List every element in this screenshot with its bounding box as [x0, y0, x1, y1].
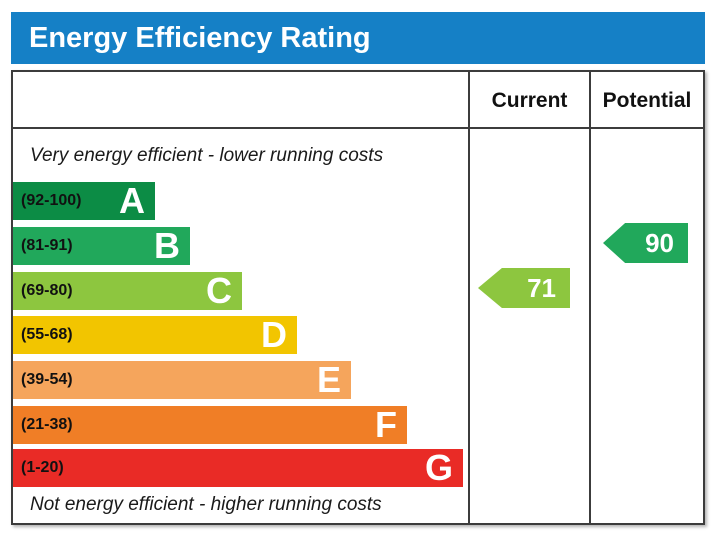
page-title: Energy Efficiency Rating	[29, 21, 371, 54]
band-b: (81-91) B	[13, 227, 190, 265]
potential-rating-left-arrow-icon: 90	[603, 223, 688, 263]
band-e: (39-54) E	[13, 361, 351, 399]
band-e-letter: E	[316, 359, 341, 400]
band-f-range: (21-38)	[21, 416, 73, 433]
band-a-letter: A	[119, 180, 145, 221]
rating-table: Current Potential Very energy efficient …	[11, 70, 705, 525]
table-header-row: Current Potential	[13, 72, 703, 129]
column-header-current: Current	[491, 88, 568, 112]
band-d-range: (55-68)	[21, 326, 73, 343]
band-f: (21-38) F	[13, 406, 407, 444]
current-rating-value: 71	[527, 272, 556, 303]
band-f-letter: F	[375, 404, 397, 445]
band-a: (92-100) A	[13, 182, 155, 220]
current-rating-left-arrow-icon: 71	[478, 268, 570, 308]
band-e-range: (39-54)	[21, 371, 73, 388]
band-c: (69-80) C	[13, 272, 242, 310]
potential-rating-value: 90	[645, 227, 674, 258]
band-d-letter: D	[261, 314, 287, 355]
column-header-potential: Potential	[602, 88, 692, 112]
band-g-range: (1-20)	[21, 459, 64, 476]
bottom-note: Not energy efficient - higher running co…	[30, 494, 382, 515]
band-c-letter: C	[206, 270, 232, 311]
column-divider-potential	[589, 72, 591, 523]
band-g: (1-20) G	[13, 449, 463, 487]
column-divider-current	[468, 72, 470, 523]
band-b-letter: B	[154, 225, 180, 266]
band-d: (55-68) D	[13, 316, 297, 354]
title-bar: Energy Efficiency Rating	[11, 12, 705, 64]
band-b-range: (81-91)	[21, 237, 73, 254]
band-a-range: (92-100)	[21, 192, 82, 209]
band-c-range: (69-80)	[21, 282, 73, 299]
band-g-letter: G	[424, 447, 453, 488]
top-note: Very energy efficient - lower running co…	[30, 145, 384, 166]
